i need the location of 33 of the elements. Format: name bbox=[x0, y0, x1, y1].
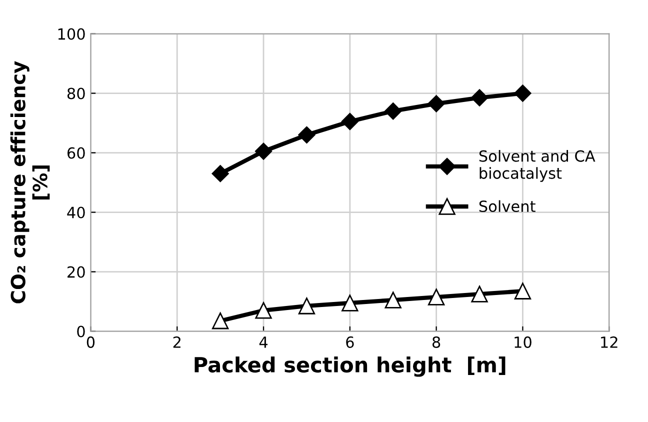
y-tick-label: 60 bbox=[67, 147, 85, 159]
point bbox=[470, 89, 488, 106]
x-tick-label: 0 bbox=[86, 336, 95, 348]
point bbox=[212, 165, 229, 182]
x-tick-label: 2 bbox=[173, 336, 180, 348]
y-tick-label: 0 bbox=[77, 326, 85, 338]
point bbox=[298, 298, 316, 314]
y-tick-label: 40 bbox=[67, 206, 85, 218]
legend-label: Solvent bbox=[479, 200, 536, 212]
y-axis-title: CO₂ capture efficiency [%] bbox=[10, 61, 50, 304]
point bbox=[514, 84, 532, 102]
y-tick-label: 100 bbox=[58, 28, 85, 40]
y-tick-label: 80 bbox=[67, 88, 85, 100]
point bbox=[255, 302, 272, 319]
x-tick-label: 8 bbox=[432, 336, 440, 348]
point bbox=[212, 312, 229, 330]
x-tick-label: 4 bbox=[259, 336, 268, 348]
point bbox=[341, 112, 358, 130]
point bbox=[298, 126, 316, 144]
point bbox=[428, 288, 445, 306]
x-tick-label: 10 bbox=[514, 336, 532, 348]
x-axis-title: Packed section height [m] bbox=[194, 356, 506, 377]
point bbox=[254, 142, 272, 160]
point bbox=[471, 286, 488, 302]
x-tick-label: 12 bbox=[601, 336, 618, 348]
legend-label: Solvent and CA biocatalyst bbox=[479, 150, 596, 182]
point bbox=[428, 95, 445, 112]
point bbox=[342, 294, 358, 312]
point bbox=[514, 282, 532, 300]
x-tick-label: 6 bbox=[346, 336, 354, 348]
point bbox=[384, 102, 402, 120]
point bbox=[384, 292, 402, 308]
y-tick-label: 20 bbox=[68, 266, 85, 278]
